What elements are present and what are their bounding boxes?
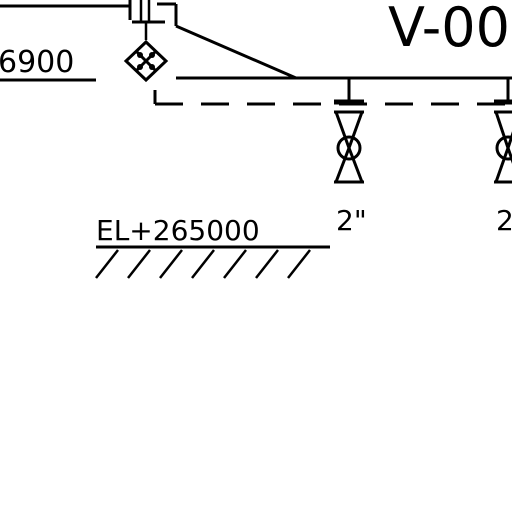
gate-valve-icon bbox=[333, 78, 365, 184]
diamond-cross-valve-icon bbox=[123, 39, 169, 83]
valve-size-label: 2 bbox=[496, 204, 512, 237]
ground-elevation-label: EL+265000 bbox=[96, 214, 260, 247]
upper-elevation-label: 6900 bbox=[0, 45, 74, 80]
gate-valve-icon bbox=[493, 78, 512, 184]
upper-pipe-lines bbox=[0, 0, 178, 40]
equipment-tag: V-00 bbox=[388, 0, 510, 59]
main-pipe-run bbox=[153, 24, 512, 106]
ground-hatch-icon bbox=[95, 245, 330, 279]
valve-size-label: 2" bbox=[336, 204, 367, 237]
